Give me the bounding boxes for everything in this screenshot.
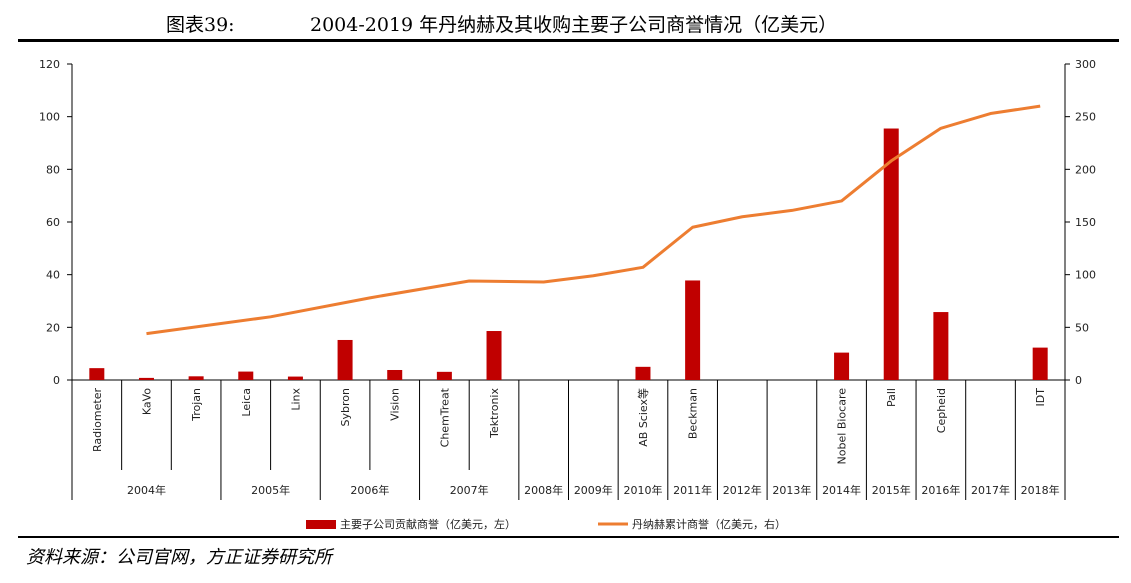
year-group-label: 2016年 [921, 483, 960, 497]
year-group-label: 2011年 [673, 483, 712, 497]
bar [337, 339, 353, 380]
category-label: Vision [389, 388, 402, 421]
line-path [146, 104, 1041, 336]
year-group-label: 2012年 [723, 483, 762, 497]
legend-bar-label: 主要子公司贡献商誉（亿美元，左） [340, 517, 516, 531]
category-label: Nobel Biocare [836, 388, 849, 465]
y-right-tick-label: 200 [1075, 163, 1096, 176]
category-label: IDT [1034, 388, 1047, 407]
y-right-tick-label: 0 [1075, 374, 1082, 387]
category-label: Tektronix [488, 388, 501, 439]
bar [486, 331, 502, 380]
year-group-label: 2004年 [127, 483, 166, 497]
source-note: 资料来源：公司官网，方正证券研究所 [26, 547, 332, 568]
bottom-rule [18, 536, 1119, 538]
legend-bar-swatch [306, 520, 336, 529]
year-group-label: 2013年 [772, 483, 811, 497]
bar [436, 371, 452, 380]
line-series [146, 104, 1041, 336]
x-labels: Radiometer KaVo Trojan Leica Linx Sybron Visio… [71, 380, 1066, 500]
bar [238, 371, 254, 380]
bar [883, 128, 899, 380]
bar [138, 377, 154, 380]
bar [89, 368, 105, 380]
category-label: Sybron [339, 388, 352, 426]
year-group-label: 2018年 [1021, 483, 1060, 497]
year-group-label: 2007年 [450, 483, 489, 497]
category-label: AB Sciex等 [636, 388, 650, 447]
year-group-label: 2015年 [872, 483, 911, 497]
y-right-tick-label: 150 [1075, 216, 1096, 229]
legend-line-label: 丹纳赫累计商誉（亿美元，右） [632, 517, 786, 531]
bar [933, 312, 949, 380]
bar [635, 366, 651, 380]
category-label: Pall [885, 388, 898, 407]
year-group-label: 2009年 [574, 483, 613, 497]
figure-title-text: 2004-2019 年丹纳赫及其收购主要子公司商誉情况（亿美元） [310, 14, 838, 36]
y-left-tick-label: 0 [53, 374, 60, 387]
y-right-tick-label: 250 [1075, 111, 1096, 124]
y-left-tick-label: 40 [46, 269, 60, 282]
y-left-tick-label: 20 [46, 321, 60, 334]
year-group-label: 2014年 [822, 483, 861, 497]
category-label: Radiometer [91, 388, 104, 452]
y-left-tick-label: 60 [46, 216, 60, 229]
category-label: KaVo [140, 388, 153, 415]
category-label: Leica [240, 388, 253, 417]
legend: 主要子公司贡献商誉（亿美元，左） 丹纳赫累计商誉（亿美元，右） [306, 517, 786, 531]
category-label: ChemTreat [438, 387, 451, 447]
category-label: Cepheid [935, 388, 948, 433]
year-group-label: 2010年 [623, 483, 662, 497]
figure-label: 图表39: [166, 14, 235, 36]
category-label: Trojan [190, 388, 203, 422]
year-group-label: 2017年 [971, 483, 1010, 497]
category-label: Linx [289, 388, 302, 411]
y-right-tick-label: 50 [1075, 321, 1089, 334]
year-group-label: 2005年 [251, 483, 290, 497]
y-left-tick-label: 100 [39, 111, 60, 124]
bar [685, 280, 701, 380]
bars [89, 128, 1048, 380]
y-left-tick-label: 120 [39, 58, 60, 71]
figure-title: 图表39: 2004-2019 年丹纳赫及其收购主要子公司商誉情况（亿美元） [0, 4, 1131, 36]
top-rule [18, 39, 1119, 42]
bar [834, 352, 850, 380]
y-left-tick-label: 80 [46, 163, 60, 176]
bar [387, 369, 403, 380]
bar [287, 376, 303, 380]
y-right-tick-label: 300 [1075, 58, 1096, 71]
y-right-tick-label: 100 [1075, 269, 1096, 282]
category-label: Beckman [687, 388, 700, 439]
bar [188, 376, 204, 380]
bar [1032, 347, 1048, 380]
year-group-label: 2006年 [350, 483, 389, 497]
year-group-label: 2008年 [524, 483, 563, 497]
